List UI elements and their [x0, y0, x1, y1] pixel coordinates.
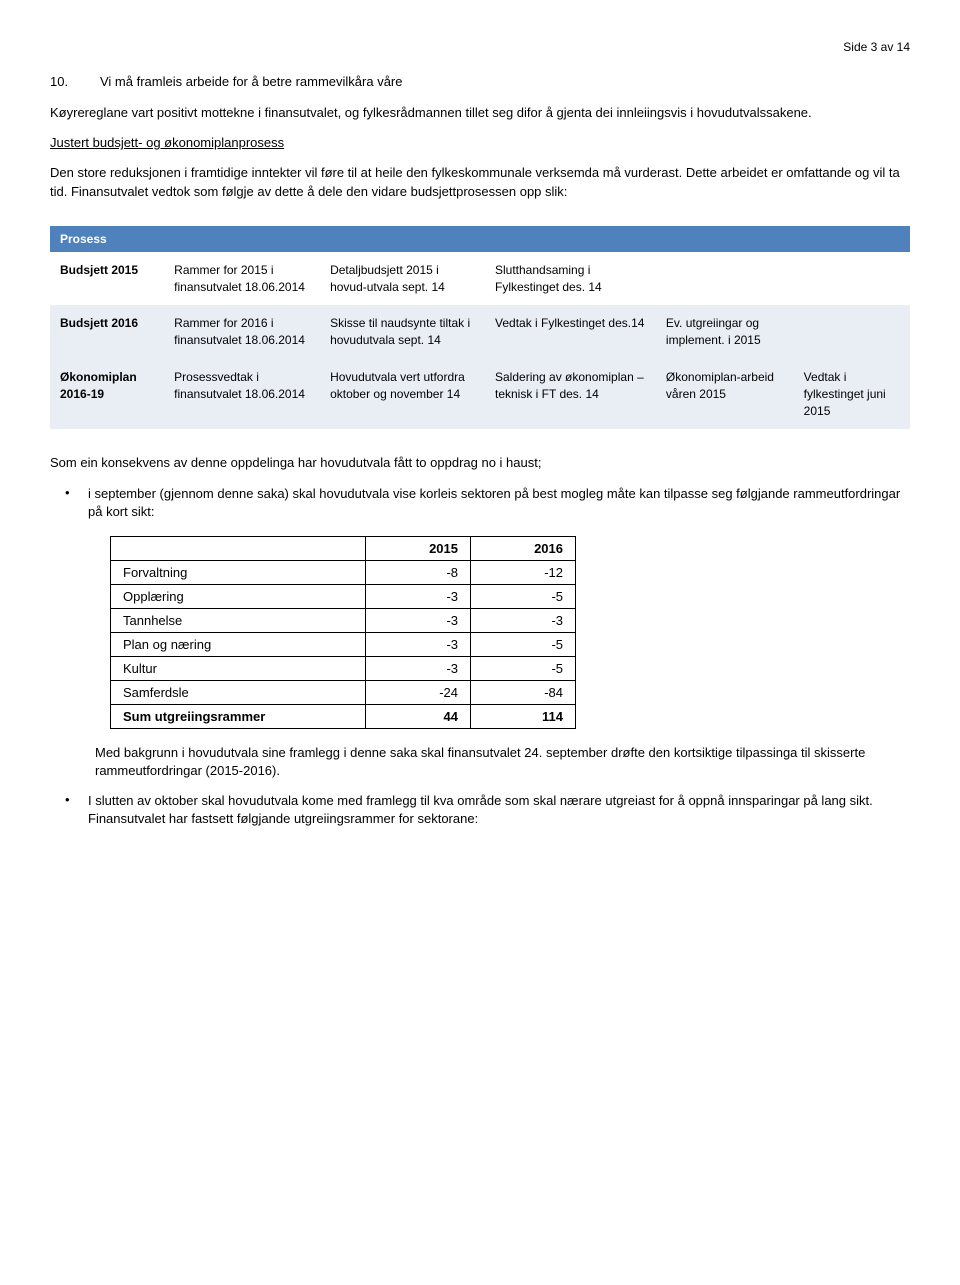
figures-cell: 114 — [471, 704, 576, 728]
bullet-icon: • — [65, 792, 73, 828]
page-number: Side 3 av 14 — [50, 40, 910, 54]
figures-cell: -24 — [366, 680, 471, 704]
figures-cell: 44 — [366, 704, 471, 728]
process-cell: Vedtak i fylkestinget juni 2015 — [794, 359, 910, 429]
figures-cell: Plan og næring — [111, 632, 366, 656]
process-row: Budsjett 2016 Rammer for 2016 i finansut… — [50, 305, 910, 359]
process-cell: Slutthandsaming i Fylkestinget des. 14 — [485, 252, 656, 306]
heading-text: Vi må framleis arbeide for å betre ramme… — [100, 74, 403, 89]
figures-cell: -3 — [366, 608, 471, 632]
figures-cell: -3 — [366, 656, 471, 680]
process-row: Økonomiplan 2016-19 Prosessvedtak i fina… — [50, 359, 910, 429]
paragraph-3: Som ein konsekvens av denne oppdelinga h… — [50, 454, 910, 472]
process-header: Prosess — [50, 226, 910, 252]
bullet-text: i september (gjennom denne saka) skal ho… — [88, 485, 910, 521]
figures-cell: -8 — [366, 560, 471, 584]
figures-cell: Sum utgreiingsrammer — [111, 704, 366, 728]
process-cell: Vedtak i Fylkestinget des.14 — [485, 305, 656, 359]
figures-cell: -3 — [366, 632, 471, 656]
process-cell: Rammer for 2016 i finansutvalet 18.06.20… — [164, 305, 320, 359]
figures-cell: Samferdsle — [111, 680, 366, 704]
paragraph-2: Den store reduksjonen i framtidige innte… — [50, 164, 910, 200]
process-cell: Hovudutvala vert utfordra oktober og nov… — [320, 359, 485, 429]
bullet-text: I slutten av oktober skal hovudutvala ko… — [88, 792, 910, 828]
paragraph-4: Med bakgrunn i hovudutvala sine framlegg… — [95, 744, 910, 780]
process-cell — [656, 252, 794, 306]
figures-cell: -5 — [471, 632, 576, 656]
process-cell: Detaljbudsjett 2015 i hovud-utvala sept.… — [320, 252, 485, 306]
process-cell — [794, 252, 910, 306]
figures-cell: -84 — [471, 680, 576, 704]
process-cell: Prosessvedtak i finansutvalet 18.06.2014 — [164, 359, 320, 429]
paragraph-intro: Køyrereglane vart positivt mottekne i fi… — [50, 104, 910, 122]
figures-header-row: 2015 2016 — [111, 536, 576, 560]
figures-cell: -3 — [471, 608, 576, 632]
figures-row: Kultur -3 -5 — [111, 656, 576, 680]
figures-cell: Tannhelse — [111, 608, 366, 632]
figures-cell: Forvaltning — [111, 560, 366, 584]
figures-row: Opplæring -3 -5 — [111, 584, 576, 608]
section-heading: 10. Vi må framleis arbeide for å betre r… — [50, 74, 910, 89]
figures-cell: -12 — [471, 560, 576, 584]
process-row: Budsjett 2015 Rammer for 2015 i finansut… — [50, 252, 910, 306]
figures-cell: -5 — [471, 656, 576, 680]
process-row-label: Budsjett 2016 — [50, 305, 164, 359]
figures-header-cell: 2016 — [471, 536, 576, 560]
figures-cell: Opplæring — [111, 584, 366, 608]
bullet-item: • i september (gjennom denne saka) skal … — [65, 485, 910, 521]
figures-cell: Kultur — [111, 656, 366, 680]
heading-number: 10. — [50, 74, 80, 89]
figures-row: Tannhelse -3 -3 — [111, 608, 576, 632]
process-cell — [794, 305, 910, 359]
figures-table: 2015 2016 Forvaltning -8 -12 Opplæring -… — [110, 536, 576, 729]
process-cell: Skisse til naudsynte tiltak i hovudutval… — [320, 305, 485, 359]
process-cell: Rammer for 2015 i finansutvalet 18.06.20… — [164, 252, 320, 306]
figures-header-cell: 2015 — [366, 536, 471, 560]
figures-row: Samferdsle -24 -84 — [111, 680, 576, 704]
figures-row: Forvaltning -8 -12 — [111, 560, 576, 584]
figures-sum-row: Sum utgreiingsrammer 44 114 — [111, 704, 576, 728]
process-row-label: Økonomiplan 2016-19 — [50, 359, 164, 429]
figures-row: Plan og næring -3 -5 — [111, 632, 576, 656]
bullet-icon: • — [65, 485, 73, 521]
process-table: Prosess Budsjett 2015 Rammer for 2015 i … — [50, 226, 910, 430]
figures-cell: -5 — [471, 584, 576, 608]
subheading-underline: Justert budsjett- og økonomiplanprosess — [50, 134, 910, 152]
subheading-text: Justert budsjett- og økonomiplanprosess — [50, 135, 284, 150]
process-row-label: Budsjett 2015 — [50, 252, 164, 306]
process-cell: Ev. utgreiingar og implement. i 2015 — [656, 305, 794, 359]
bullet-item: • I slutten av oktober skal hovudutvala … — [65, 792, 910, 828]
figures-cell: -3 — [366, 584, 471, 608]
process-cell: Økonomiplan-arbeid våren 2015 — [656, 359, 794, 429]
process-cell: Saldering av økonomiplan – teknisk i FT … — [485, 359, 656, 429]
figures-header-cell — [111, 536, 366, 560]
